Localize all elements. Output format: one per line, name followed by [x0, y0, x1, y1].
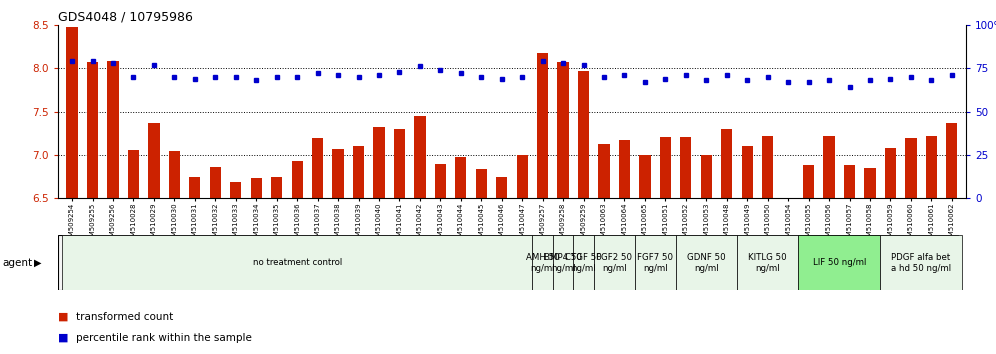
Bar [721, 129, 732, 198]
Bar [946, 123, 957, 198]
Bar [553, 235, 574, 290]
Bar [639, 155, 650, 198]
Bar [312, 137, 324, 198]
Bar [619, 140, 630, 198]
Text: FGF2 50
ng/ml: FGF2 50 ng/ml [597, 253, 632, 273]
Bar [251, 178, 262, 198]
Text: agent: agent [2, 258, 32, 268]
Bar [434, 164, 446, 198]
Bar [210, 167, 221, 198]
Bar [271, 177, 282, 198]
Bar [558, 62, 569, 198]
Bar [533, 235, 553, 290]
Bar [517, 155, 528, 198]
Bar [675, 235, 737, 290]
Text: KITLG 50
ng/ml: KITLG 50 ng/ml [748, 253, 787, 273]
Bar [108, 61, 119, 198]
Bar [455, 158, 466, 198]
Bar [880, 235, 962, 290]
Text: PDGF alfa bet
a hd 50 ng/ml: PDGF alfa bet a hd 50 ng/ml [891, 253, 951, 273]
Text: FGF7 50
ng/ml: FGF7 50 ng/ml [637, 253, 673, 273]
Bar [594, 235, 634, 290]
Bar [680, 137, 691, 198]
Text: LIF 50 ng/ml: LIF 50 ng/ml [813, 258, 866, 267]
Bar [537, 52, 548, 198]
Bar [762, 136, 773, 198]
Bar [168, 150, 180, 198]
Bar [799, 235, 880, 290]
Bar [803, 165, 814, 198]
Bar [393, 129, 405, 198]
Bar [599, 144, 610, 198]
Bar [634, 235, 675, 290]
Bar [87, 62, 99, 198]
Text: GDNF 50
ng/ml: GDNF 50 ng/ml [687, 253, 726, 273]
Bar [659, 137, 671, 198]
Bar [578, 71, 590, 198]
Text: no treatment control: no treatment control [253, 258, 342, 267]
Bar [414, 116, 425, 198]
Text: CTGF 50
ng/ml: CTGF 50 ng/ml [565, 253, 602, 273]
Text: ■: ■ [58, 312, 69, 322]
Bar [230, 182, 241, 198]
Bar [700, 155, 712, 198]
Bar [742, 146, 753, 198]
Bar [148, 123, 159, 198]
Text: BMP4 50
ng/ml: BMP4 50 ng/ml [544, 253, 582, 273]
Bar [824, 136, 835, 198]
Bar [374, 127, 384, 198]
Bar [353, 146, 365, 198]
Bar [333, 149, 344, 198]
Bar [865, 168, 875, 198]
Bar [925, 136, 937, 198]
Text: transformed count: transformed count [76, 312, 173, 322]
Bar [292, 161, 303, 198]
Bar [189, 177, 200, 198]
Text: percentile rank within the sample: percentile rank within the sample [76, 333, 252, 343]
Text: AMH 50
ng/ml: AMH 50 ng/ml [526, 253, 560, 273]
Bar [884, 148, 896, 198]
Bar [737, 235, 799, 290]
Bar [905, 137, 916, 198]
Bar [127, 150, 139, 198]
Bar [496, 177, 507, 198]
Text: GDS4048 / 10795986: GDS4048 / 10795986 [58, 11, 192, 24]
Bar [62, 235, 533, 290]
Bar [476, 169, 487, 198]
Bar [67, 27, 78, 198]
Text: ▶: ▶ [34, 258, 42, 268]
Bar [844, 165, 856, 198]
Bar [574, 235, 594, 290]
Text: ■: ■ [58, 333, 69, 343]
